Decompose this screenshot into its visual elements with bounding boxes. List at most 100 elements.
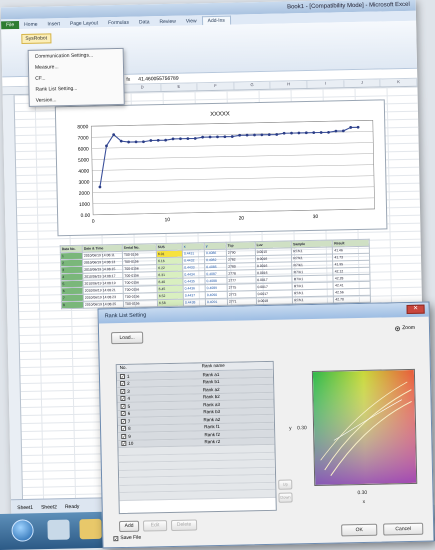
gridline [92, 164, 374, 171]
x-tick-label: 10 [165, 217, 171, 223]
rank-no: 7 [127, 418, 131, 424]
data-point [193, 137, 197, 140]
sysrobot-button[interactable]: SysRobot [21, 33, 52, 44]
y-tick-label: 8000 [77, 124, 88, 130]
rank-no: 1 [126, 373, 130, 379]
gridline [91, 153, 374, 160]
rank-no: 5 [127, 403, 131, 409]
gridline [93, 208, 375, 216]
data-point [134, 140, 138, 144]
data-point [312, 131, 316, 135]
rank-checkbox[interactable]: ✓ [119, 373, 125, 379]
delete-button[interactable]: Delete [170, 519, 198, 532]
table-cell[interactable]: T00-0156 [123, 299, 158, 308]
close-icon[interactable]: ✕ [406, 304, 425, 315]
data-point [297, 131, 301, 135]
rank-boundary-line [333, 399, 402, 441]
up-button[interactable]: Up [278, 479, 293, 490]
zoom-radio[interactable]: Zoom [395, 325, 415, 331]
rank-checkbox[interactable]: ✓ [120, 411, 126, 417]
ok-button[interactable]: OK [341, 523, 378, 537]
chromaticity-diagram[interactable] [311, 368, 418, 487]
rank-checkbox[interactable]: ✓ [120, 388, 126, 394]
excel-title: Book1 - [Compatibility Mode] - Microsoft… [287, 1, 410, 11]
y-tick-label: 3000 [78, 180, 89, 186]
sheet-tab-sheet2[interactable]: Sheet2 [40, 503, 57, 511]
rank-no: 9 [128, 433, 131, 439]
rank-checkbox[interactable]: ✓ [121, 441, 127, 447]
table-cell[interactable]: 6.58 [157, 299, 184, 307]
rank-checkbox[interactable]: ✓ [120, 403, 126, 409]
col-header-no[interactable]: No. [119, 364, 127, 371]
save-file-checkbox[interactable]: ✓ Save File [113, 535, 141, 542]
menu-item-version[interactable]: Version... [35, 96, 57, 104]
table-cell[interactable]: 2010/06/19 14:08:25 [83, 300, 124, 309]
cancel-button[interactable]: Cancel [383, 522, 424, 536]
data-point [105, 144, 108, 148]
data-point [171, 137, 175, 141]
data-point [201, 135, 205, 139]
data-point [327, 130, 330, 134]
explorer-icon[interactable] [79, 518, 102, 540]
formula-input[interactable]: 41.460055756789 [138, 75, 179, 83]
table-cell[interactable]: 0.0018 [256, 296, 293, 305]
data-point [230, 135, 234, 138]
data-point [341, 129, 345, 133]
data-point [260, 133, 264, 137]
table-cell[interactable]: 42.70 [333, 295, 371, 303]
data-point [216, 135, 219, 139]
data-point [119, 139, 123, 143]
ie-icon[interactable] [47, 519, 70, 540]
rank-boundary-line [320, 381, 408, 461]
y-tick-label: 2000 [79, 191, 90, 197]
rank-checkbox[interactable]: ✓ [120, 396, 126, 402]
data-point [149, 139, 153, 142]
line-chart[interactable]: XXXXX 8000 7000 6000 5000 4000 3000 2000 1000 0.… [54, 99, 388, 237]
zoom-label: Zoom [402, 324, 416, 332]
column-header[interactable]: D [124, 84, 162, 92]
data-point [186, 137, 190, 140]
save-file-label: Save File [120, 534, 142, 542]
table-cell[interactable]: 2771 [227, 297, 257, 306]
column-header[interactable]: G [234, 81, 271, 90]
rank-checkbox[interactable]: ✓ [120, 381, 126, 387]
column-header[interactable]: H [270, 80, 308, 89]
y-tick-label: 1000 [79, 202, 90, 208]
column-header[interactable]: J [344, 79, 381, 88]
excel-window: Book1 - [Compatibility Mode] - Microsoft… [0, 0, 427, 516]
table-cell[interactable]: 0.4091 [205, 298, 228, 306]
add-button[interactable]: Add [118, 520, 140, 533]
sheet-tab-sheet1[interactable]: Sheet1 [17, 504, 34, 511]
load-button[interactable]: Load... [111, 331, 144, 345]
table-cell[interactable]: 0.4438 [183, 298, 206, 307]
edit-button[interactable]: Edit [142, 520, 168, 532]
dialog-title: Rank List Setting [104, 312, 147, 320]
rank-checkbox[interactable]: ✓ [121, 433, 127, 439]
data-point [253, 133, 256, 137]
column-header[interactable]: F [197, 82, 235, 91]
rank-checkbox[interactable]: ✓ [120, 418, 126, 424]
data-point [179, 137, 182, 141]
y-tick-label: 0.00 [81, 213, 91, 219]
rank-no: 8 [127, 426, 131, 432]
data-point [98, 185, 102, 189]
column-header[interactable]: E [160, 83, 198, 92]
gridline [91, 142, 374, 149]
column-header[interactable]: K [380, 78, 418, 87]
table-cell[interactable]: R7/K1 [292, 295, 334, 304]
gridline [91, 120, 373, 127]
column-header[interactable]: I [307, 80, 345, 88]
sysrobot-menu: Communication Settings... Measure... CF.… [27, 47, 125, 107]
data-point [245, 133, 249, 137]
data-point [319, 131, 323, 134]
start-button-icon[interactable] [11, 519, 34, 542]
table-cell[interactable]: 8 [61, 301, 84, 309]
rank-no: 2 [127, 381, 130, 387]
y-tick-label: 6000 [78, 146, 89, 152]
rank-checkbox[interactable]: ✓ [120, 426, 127, 432]
data-table: Data No. Date & Time Serial No. SUS x y Tcp Luv… [60, 239, 371, 309]
data-point [238, 133, 242, 137]
rank-no: 6 [127, 411, 131, 417]
y-axis-value: 0.30 [297, 425, 307, 432]
down-button[interactable]: Down [278, 492, 293, 503]
